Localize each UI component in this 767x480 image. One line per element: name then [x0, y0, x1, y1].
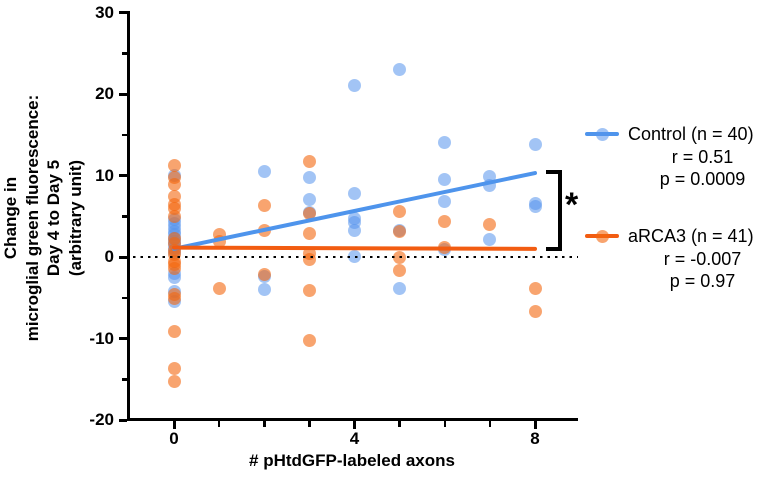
y-axis-major-tick — [119, 418, 127, 422]
legend-entry-control: Control (n = 40) r = 0.51 p = 0.0009 — [585, 122, 767, 190]
legend-label-arca3: aRCA3 (n = 41) — [628, 225, 754, 246]
data-point-control — [393, 282, 407, 296]
legend-row-control: Control (n = 40) — [585, 122, 767, 146]
data-point-control — [438, 135, 452, 149]
legend-row-arca3: aRCA3 (n = 41) — [585, 224, 767, 248]
legend-entry-arca3: aRCA3 (n = 41) r = -0.007 p = 0.97 — [585, 224, 767, 292]
x-axis-tick-label: 8 — [530, 429, 540, 448]
y-axis-tick-label: -20 — [89, 410, 114, 429]
y-axis-minor-tick — [121, 215, 127, 218]
data-point-arca3 — [167, 159, 181, 173]
significance-bracket-vertical — [558, 170, 562, 251]
data-point-arca3 — [483, 217, 497, 231]
data-point-control — [438, 173, 452, 187]
x-axis-title: # pHtdGFP-labeled axons — [249, 451, 455, 470]
data-point-arca3 — [302, 155, 316, 169]
y-axis-tick-label: 0 — [104, 247, 114, 266]
data-point-control — [348, 186, 361, 200]
y-axis-minor-tick — [121, 133, 127, 136]
y-axis-tick-label: -10 — [89, 328, 114, 348]
data-point-arca3 — [167, 375, 181, 389]
data-point-arca3 — [393, 264, 407, 278]
data-point-arca3 — [167, 177, 181, 191]
y-axis-major-tick — [119, 174, 127, 177]
data-point-arca3 — [393, 204, 407, 218]
y-axis-minor-tick — [121, 378, 127, 381]
y-axis-tick-label: 20 — [95, 84, 114, 103]
data-point-arca3 — [302, 226, 316, 240]
x-axis-minor-tick — [443, 421, 446, 427]
x-axis-minor-tick — [263, 421, 266, 427]
y-axis-spine — [127, 11, 130, 421]
data-point-arca3 — [212, 282, 226, 296]
data-point-control — [257, 283, 271, 297]
data-point-arca3 — [167, 209, 181, 223]
x-axis-minor-tick — [398, 421, 401, 427]
x-axis-minor-tick — [308, 421, 311, 427]
trend-line-arca3 — [172, 245, 537, 251]
x-axis-major-tick — [172, 421, 176, 429]
data-point-control — [528, 138, 542, 152]
legend-p-control: p = 0.0009 — [659, 169, 746, 189]
data-point-control — [302, 193, 316, 207]
data-point-arca3 — [257, 268, 271, 282]
y-axis-minor-tick — [121, 296, 127, 299]
data-point-control — [348, 224, 361, 238]
legend-r-arca3: r = -0.007 — [663, 249, 742, 269]
data-point-arca3 — [257, 199, 271, 213]
arca3-line-marker-icon — [585, 229, 619, 243]
legend-r-control: r = 0.51 — [671, 147, 734, 167]
data-point-arca3 — [302, 207, 316, 221]
y-axis-major-tick — [119, 11, 127, 14]
x-axis-minor-tick — [217, 421, 221, 427]
arca3-point-marker-icon — [595, 229, 609, 243]
data-point-control — [302, 170, 316, 184]
data-point-arca3 — [167, 292, 181, 306]
data-point-control — [393, 63, 407, 77]
data-point-arca3 — [302, 333, 316, 347]
data-point-arca3 — [528, 282, 542, 296]
x-axis-tick-label: 4 — [349, 429, 360, 448]
y-axis-major-tick — [119, 92, 127, 96]
significance-asterisk: * — [565, 186, 579, 224]
y-axis-tick-label: 30 — [95, 2, 114, 22]
data-point-arca3 — [528, 305, 542, 319]
data-point-arca3 — [438, 214, 452, 228]
data-point-control — [257, 164, 271, 178]
significance-bracket-top-arm — [546, 170, 562, 174]
data-point-control — [528, 199, 542, 213]
y-axis-major-tick — [119, 255, 127, 259]
x-axis-major-tick — [533, 421, 537, 429]
data-point-arca3 — [302, 283, 316, 297]
y-axis-tick-label: 10 — [95, 165, 114, 185]
legend-p-arca3: p = 0.97 — [669, 271, 736, 291]
x-axis-tick-label: 0 — [169, 429, 179, 448]
significance-bracket-bottom-arm — [546, 247, 562, 251]
trend-line-control — [172, 171, 537, 251]
y-axis-major-tick — [119, 337, 127, 340]
legend-label-control: Control (n = 40) — [628, 123, 754, 144]
data-point-arca3 — [167, 261, 181, 275]
y-axis-minor-tick — [121, 52, 127, 55]
zero-reference-line — [133, 255, 578, 259]
data-point-arca3 — [393, 225, 407, 239]
data-point-control — [438, 195, 452, 209]
control-line-marker-icon — [585, 127, 619, 141]
x-axis-major-tick — [353, 421, 356, 429]
x-axis-minor-tick — [488, 421, 492, 427]
data-point-control — [348, 79, 361, 93]
data-point-control — [483, 232, 497, 246]
control-point-marker-icon — [595, 127, 609, 141]
data-point-arca3 — [167, 325, 181, 339]
data-point-arca3 — [167, 362, 181, 376]
x-axis-spine — [127, 418, 578, 421]
